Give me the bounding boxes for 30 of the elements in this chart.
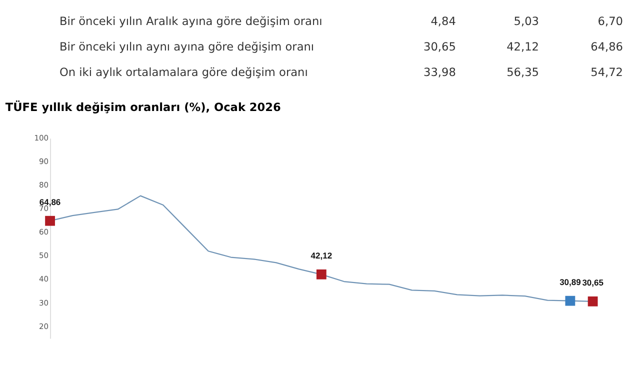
data-label: 30,65 bbox=[582, 277, 604, 288]
point bbox=[565, 296, 576, 306]
point bbox=[316, 269, 326, 280]
text: 54,72 bbox=[590, 64, 624, 79]
text: 4,84 bbox=[430, 14, 456, 28]
point bbox=[588, 296, 598, 306]
text: 64,86 bbox=[590, 39, 624, 54]
chart-title: TÜFE yıllık değişim oranları (%), Ocak 2026 bbox=[5, 100, 282, 114]
text: 5,03 bbox=[514, 14, 539, 28]
text: 30,65 bbox=[424, 39, 456, 54]
data-label: 30,89 bbox=[560, 276, 582, 287]
data-label: 64,86 bbox=[39, 196, 61, 207]
y-tick-label: 30 bbox=[39, 298, 49, 308]
y-tick-label: 50 bbox=[39, 251, 49, 260]
y-tick-label: 40 bbox=[39, 274, 49, 284]
text: 56,35 bbox=[506, 64, 539, 79]
text: Bir önceki yılın Aralık ayına göre değişim oranı bbox=[59, 14, 322, 28]
y-tick-label: 70 bbox=[39, 204, 49, 214]
data-label: 42,12 bbox=[310, 250, 332, 260]
y-tick-label: 60 bbox=[39, 228, 49, 237]
y-tick-label: 90 bbox=[39, 157, 49, 166]
text: Bir önceki yılın aynı ayına göre değişim oranı bbox=[59, 39, 314, 54]
text: 33,98 bbox=[424, 64, 456, 79]
text: 6,70 bbox=[598, 14, 624, 28]
y-tick-label: 100 bbox=[34, 133, 49, 142]
y-tick-label: 20 bbox=[39, 322, 49, 331]
point bbox=[45, 216, 55, 226]
y-tick-label: 80 bbox=[39, 180, 49, 190]
text: 42,12 bbox=[506, 39, 539, 54]
text: On iki aylık ortalamalara göre değişim oranı bbox=[59, 64, 308, 79]
